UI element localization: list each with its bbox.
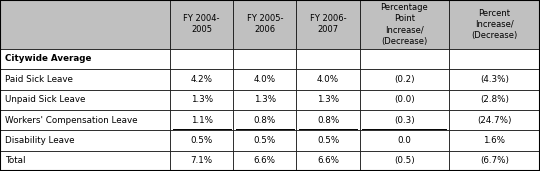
Bar xyxy=(0,0,170,49)
Bar xyxy=(296,49,360,69)
Bar xyxy=(449,49,540,69)
Text: 6.6%: 6.6% xyxy=(317,156,339,165)
Bar xyxy=(296,69,360,90)
Text: Workers' Compensation Leave: Workers' Compensation Leave xyxy=(5,116,138,125)
Bar xyxy=(296,90,360,110)
Text: 4.0%: 4.0% xyxy=(254,75,276,84)
Bar xyxy=(170,130,233,151)
Bar xyxy=(170,69,233,90)
Text: Citywide Average: Citywide Average xyxy=(5,55,92,63)
Text: (0.2): (0.2) xyxy=(394,75,415,84)
Text: 6.6%: 6.6% xyxy=(254,156,276,165)
Bar xyxy=(0,69,170,90)
Bar xyxy=(170,49,233,69)
Bar xyxy=(233,49,296,69)
Bar xyxy=(0,90,170,110)
Bar xyxy=(170,110,233,130)
Text: Total: Total xyxy=(5,156,26,165)
Bar xyxy=(360,69,449,90)
Text: 1.3%: 1.3% xyxy=(191,95,213,104)
Bar xyxy=(233,90,296,110)
Bar xyxy=(360,110,449,130)
Bar xyxy=(0,130,170,151)
Text: (0.0): (0.0) xyxy=(394,95,415,104)
Text: 1.3%: 1.3% xyxy=(317,95,339,104)
Text: (0.5): (0.5) xyxy=(394,156,415,165)
Bar xyxy=(233,0,296,49)
Bar xyxy=(360,90,449,110)
Bar xyxy=(296,151,360,171)
Text: FY 2006-
2007: FY 2006- 2007 xyxy=(310,14,346,34)
Text: 0.8%: 0.8% xyxy=(254,116,276,125)
Text: (4.3%): (4.3%) xyxy=(480,75,509,84)
Text: Percentage
Point
Increase/
(Decrease): Percentage Point Increase/ (Decrease) xyxy=(380,3,428,45)
Text: 7.1%: 7.1% xyxy=(191,156,213,165)
Bar xyxy=(449,130,540,151)
Text: 0.5%: 0.5% xyxy=(191,136,213,145)
Bar xyxy=(170,0,233,49)
Text: 4.0%: 4.0% xyxy=(317,75,339,84)
Text: FY 2004-
2005: FY 2004- 2005 xyxy=(184,14,220,34)
Bar xyxy=(233,110,296,130)
Bar xyxy=(360,49,449,69)
Bar xyxy=(296,0,360,49)
Text: 4.2%: 4.2% xyxy=(191,75,213,84)
Bar xyxy=(449,0,540,49)
Text: 0.5%: 0.5% xyxy=(317,136,339,145)
Text: (0.3): (0.3) xyxy=(394,116,415,125)
Text: Percent
Increase/
(Decrease): Percent Increase/ (Decrease) xyxy=(471,9,517,40)
Text: (2.8%): (2.8%) xyxy=(480,95,509,104)
Bar xyxy=(449,110,540,130)
Text: 1.3%: 1.3% xyxy=(254,95,276,104)
Bar xyxy=(0,151,170,171)
Bar xyxy=(449,69,540,90)
Bar xyxy=(0,110,170,130)
Bar xyxy=(449,151,540,171)
Bar xyxy=(360,151,449,171)
Text: FY 2005-
2006: FY 2005- 2006 xyxy=(247,14,283,34)
Bar xyxy=(233,151,296,171)
Bar xyxy=(170,90,233,110)
Text: Paid Sick Leave: Paid Sick Leave xyxy=(5,75,73,84)
Bar xyxy=(170,151,233,171)
Bar xyxy=(449,90,540,110)
Bar xyxy=(360,0,449,49)
Text: Disability Leave: Disability Leave xyxy=(5,136,75,145)
Bar xyxy=(233,130,296,151)
Text: (6.7%): (6.7%) xyxy=(480,156,509,165)
Text: 0.8%: 0.8% xyxy=(317,116,339,125)
Text: (24.7%): (24.7%) xyxy=(477,116,511,125)
Bar xyxy=(0,49,170,69)
Bar xyxy=(296,130,360,151)
Bar xyxy=(296,110,360,130)
Text: Unpaid Sick Leave: Unpaid Sick Leave xyxy=(5,95,86,104)
Text: 0.5%: 0.5% xyxy=(254,136,276,145)
Text: 1.6%: 1.6% xyxy=(483,136,505,145)
Text: 1.1%: 1.1% xyxy=(191,116,213,125)
Bar xyxy=(360,130,449,151)
Bar xyxy=(233,69,296,90)
Text: 0.0: 0.0 xyxy=(397,136,411,145)
